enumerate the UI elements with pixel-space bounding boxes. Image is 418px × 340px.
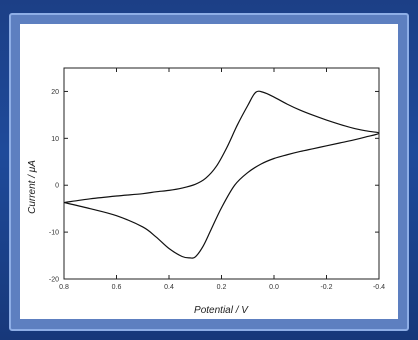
x-tick-label: -0.4	[373, 284, 385, 291]
x-tick-label: 0.0	[269, 284, 279, 291]
y-tick-label: -20	[49, 277, 59, 284]
y-tick-label: 10	[51, 136, 59, 143]
x-tick-label: 0.8	[59, 284, 69, 291]
x-axis-title: Potential / V	[194, 305, 249, 316]
y-tick-label: 20	[51, 89, 59, 96]
plot-frame	[63, 67, 380, 280]
x-tick-label: 0.4	[164, 284, 174, 291]
x-tick-label: 0.2	[217, 284, 227, 291]
cyclic-voltammogram-chart: 0.8 0.6 0.4 0.2 0.0 -0.2 -0.4 20 10 0 -10 -20 Poten…	[27, 67, 385, 316]
y-tick-label: 0	[55, 183, 59, 190]
x-tick-label: 0.6	[112, 284, 122, 291]
y-tick-label: -10	[49, 230, 59, 237]
x-tick-label: -0.2	[320, 284, 332, 291]
y-axis-title: Current / μA	[27, 160, 38, 214]
chart-panel: 0.8 0.6 0.4 0.2 0.0 -0.2 -0.4 20 10 0 -10 -20 Poten…	[20, 24, 398, 319]
cv-curve	[63, 90, 380, 259]
